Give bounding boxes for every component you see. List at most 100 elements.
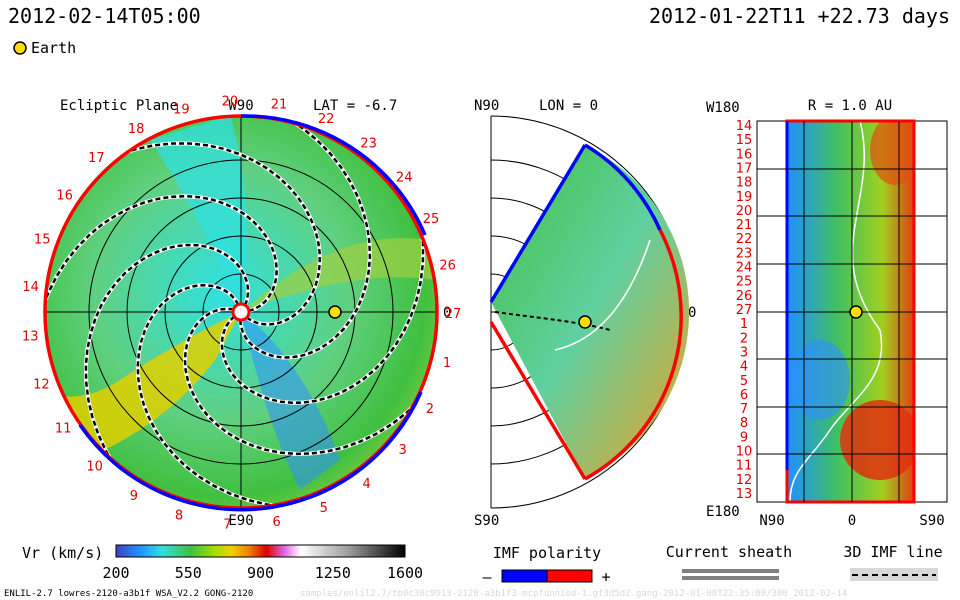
rotation-number: 9 bbox=[130, 489, 138, 504]
footer-faint-path: samples/enlil2.7/tb0c30c9913-2120-a3b1f3… bbox=[300, 589, 847, 599]
rotation-number: 20 bbox=[222, 94, 239, 109]
imf-spiral-line bbox=[84, 243, 250, 469]
ecliptic-top-label: W90 bbox=[228, 98, 253, 114]
radial-y-label: 11 bbox=[736, 459, 753, 474]
radial-y-label: 22 bbox=[736, 232, 753, 247]
meridional-right-label: 0 bbox=[688, 305, 696, 321]
radial-y-label: 7 bbox=[740, 402, 748, 417]
radial-earth-icon bbox=[849, 305, 863, 319]
radial-y-label: 21 bbox=[736, 218, 753, 233]
radial-top-label: W180 bbox=[706, 100, 740, 116]
current-sheath-label: Current sheath bbox=[666, 543, 792, 561]
sun-icon bbox=[231, 302, 251, 322]
rotation-number: 15 bbox=[34, 232, 51, 247]
imf-positive-swatch bbox=[546, 569, 593, 583]
left-time: 2012-02-14T05:00 bbox=[8, 4, 201, 28]
imf-spiral-line bbox=[116, 142, 321, 326]
ecliptic-lat-label: LAT = -6.7 bbox=[313, 98, 397, 114]
right-time: 2012-01-22T11 +22.73 days bbox=[649, 4, 950, 28]
ecliptic-earth-icon bbox=[328, 305, 342, 319]
ecliptic-boundary-blue bbox=[240, 114, 427, 236]
rotation-number: 2 bbox=[426, 402, 434, 417]
imf3d-label: 3D IMF line bbox=[843, 543, 942, 561]
rotation-number: 8 bbox=[175, 509, 183, 524]
rotation-number: 14 bbox=[22, 280, 39, 295]
radial-y-label: 3 bbox=[740, 346, 748, 361]
footer-model-text: ENLIL-2.7 lowres-2120-a3b1f WSA_V2.2 GON… bbox=[4, 589, 253, 599]
meridional-title: LON = 0 bbox=[539, 98, 598, 114]
radial-title: R = 1.0 AU bbox=[808, 98, 892, 114]
radial-y-label: 17 bbox=[736, 162, 753, 177]
radial-y-label: 9 bbox=[740, 430, 748, 445]
ecliptic-bottom-label: E90 bbox=[228, 513, 253, 529]
colorbar-tick-label: 1250 bbox=[315, 564, 351, 582]
radial-y-label: 18 bbox=[736, 176, 753, 191]
rotation-number: 18 bbox=[128, 122, 145, 137]
radial-y-label: 27 bbox=[736, 303, 753, 318]
radial-bottom-label: E180 bbox=[706, 504, 740, 520]
radial-y-label: 6 bbox=[740, 388, 748, 403]
ecliptic-panel: Ecliptic Plane W90 LAT = -6.7 E90 0 bbox=[22, 94, 461, 532]
rotation-number: 4 bbox=[362, 477, 370, 492]
rotation-number: 6 bbox=[272, 515, 280, 530]
rotation-number: 27 bbox=[445, 307, 462, 322]
colorbar-tick-label: 200 bbox=[102, 564, 129, 582]
colorbar-label: Vr (km/s) bbox=[22, 544, 103, 562]
rotation-number: 5 bbox=[320, 501, 328, 516]
current-sheath-swatch-2 bbox=[682, 576, 779, 580]
radial-y-label: 10 bbox=[736, 445, 753, 460]
imf-minus-label: – bbox=[482, 568, 492, 586]
rotation-number: 10 bbox=[86, 459, 103, 474]
rotation-number: 22 bbox=[318, 112, 335, 127]
radial-y-label: 15 bbox=[736, 133, 753, 148]
radial-panel: W180 R = 1.0 AU E180 1415161718192021222… bbox=[706, 98, 948, 529]
ecliptic-right-label: 0 bbox=[443, 305, 451, 321]
imf-spiral-line bbox=[238, 116, 372, 359]
radial-x-label-s90: S90 bbox=[919, 513, 944, 529]
radial-y-label: 12 bbox=[736, 473, 753, 488]
radial-y-label: 25 bbox=[736, 275, 753, 290]
ecliptic-slow-wind-cyan bbox=[150, 116, 247, 312]
rotation-number: 26 bbox=[439, 258, 456, 273]
rotation-number: 19 bbox=[173, 103, 190, 118]
imf-plus-label: + bbox=[601, 568, 610, 586]
imf-negative-swatch bbox=[501, 569, 548, 583]
radial-x-label-0: 0 bbox=[848, 513, 856, 529]
radial-y-label: 2 bbox=[740, 331, 748, 346]
rotation-number: 13 bbox=[22, 329, 39, 344]
imf-spiral-line bbox=[183, 307, 422, 456]
imf-spiral-line bbox=[220, 225, 425, 405]
rotation-number: 11 bbox=[55, 422, 72, 437]
earth-legend-icon bbox=[13, 41, 27, 55]
rotation-number: 17 bbox=[88, 151, 105, 166]
radial-y-label: 16 bbox=[736, 147, 753, 162]
rotation-number: 21 bbox=[271, 97, 288, 112]
ecliptic-slow-wind-yellow bbox=[45, 312, 241, 470]
radial-y-label: 23 bbox=[736, 246, 753, 261]
imf-polarity-label: IMF polarity bbox=[493, 544, 601, 562]
earth-legend-label: Earth bbox=[31, 39, 76, 57]
rotation-number: 25 bbox=[423, 212, 440, 227]
rotation-number: 16 bbox=[56, 189, 73, 204]
colorbar-tick-label: 550 bbox=[175, 564, 202, 582]
colorbar bbox=[115, 544, 406, 558]
rotation-number: 23 bbox=[360, 137, 377, 152]
radial-y-label: 26 bbox=[736, 289, 753, 304]
radial-y-label: 1 bbox=[740, 317, 748, 332]
radial-y-label: 13 bbox=[736, 487, 753, 502]
meridional-wedge bbox=[491, 145, 690, 479]
rotation-number: 12 bbox=[33, 377, 50, 392]
radial-x-label-n90: N90 bbox=[759, 513, 784, 529]
current-sheath-swatch-1 bbox=[682, 569, 779, 573]
ecliptic-green-arm bbox=[241, 238, 437, 312]
imf-spiral-line bbox=[45, 194, 278, 313]
meridional-earth-icon bbox=[578, 315, 592, 329]
ecliptic-title: Ecliptic Plane bbox=[60, 98, 178, 114]
meridional-panel: N90 LON = 0 S90 0 bbox=[474, 98, 696, 529]
radial-y-label: 24 bbox=[736, 261, 753, 276]
radial-y-label: 20 bbox=[736, 204, 753, 219]
ecliptic-boundary-blue-lower bbox=[78, 391, 423, 512]
colorbar-tick-label: 1600 bbox=[387, 564, 423, 582]
radial-y-label: 4 bbox=[740, 360, 748, 375]
